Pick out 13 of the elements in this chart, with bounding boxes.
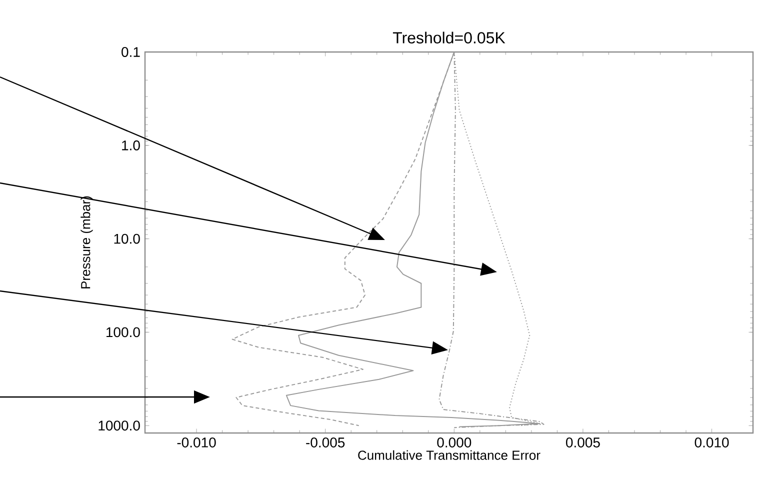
y-tick-label: 1000.0 [98,420,140,431]
y-tick-label: 1.0 [122,140,140,150]
x-tick-label: -0.005 [306,438,345,448]
x-tick-label: 0.005 [566,438,600,448]
chart-title: Treshold=0.05K [392,32,506,44]
x-tick-label: 0.000 [437,438,472,448]
x-tick-label: 0.010 [694,438,729,448]
x-axis-title: Cumulative Transmittance Error [358,450,540,460]
y-axis-title: Pressure (mbar) [80,196,93,288]
x-tick-label: -0.010 [177,438,216,448]
y-tick-label: 100.0 [106,327,140,338]
y-tick-label: 10.0 [114,234,140,244]
y-tick-label: 0.1 [122,47,140,57]
